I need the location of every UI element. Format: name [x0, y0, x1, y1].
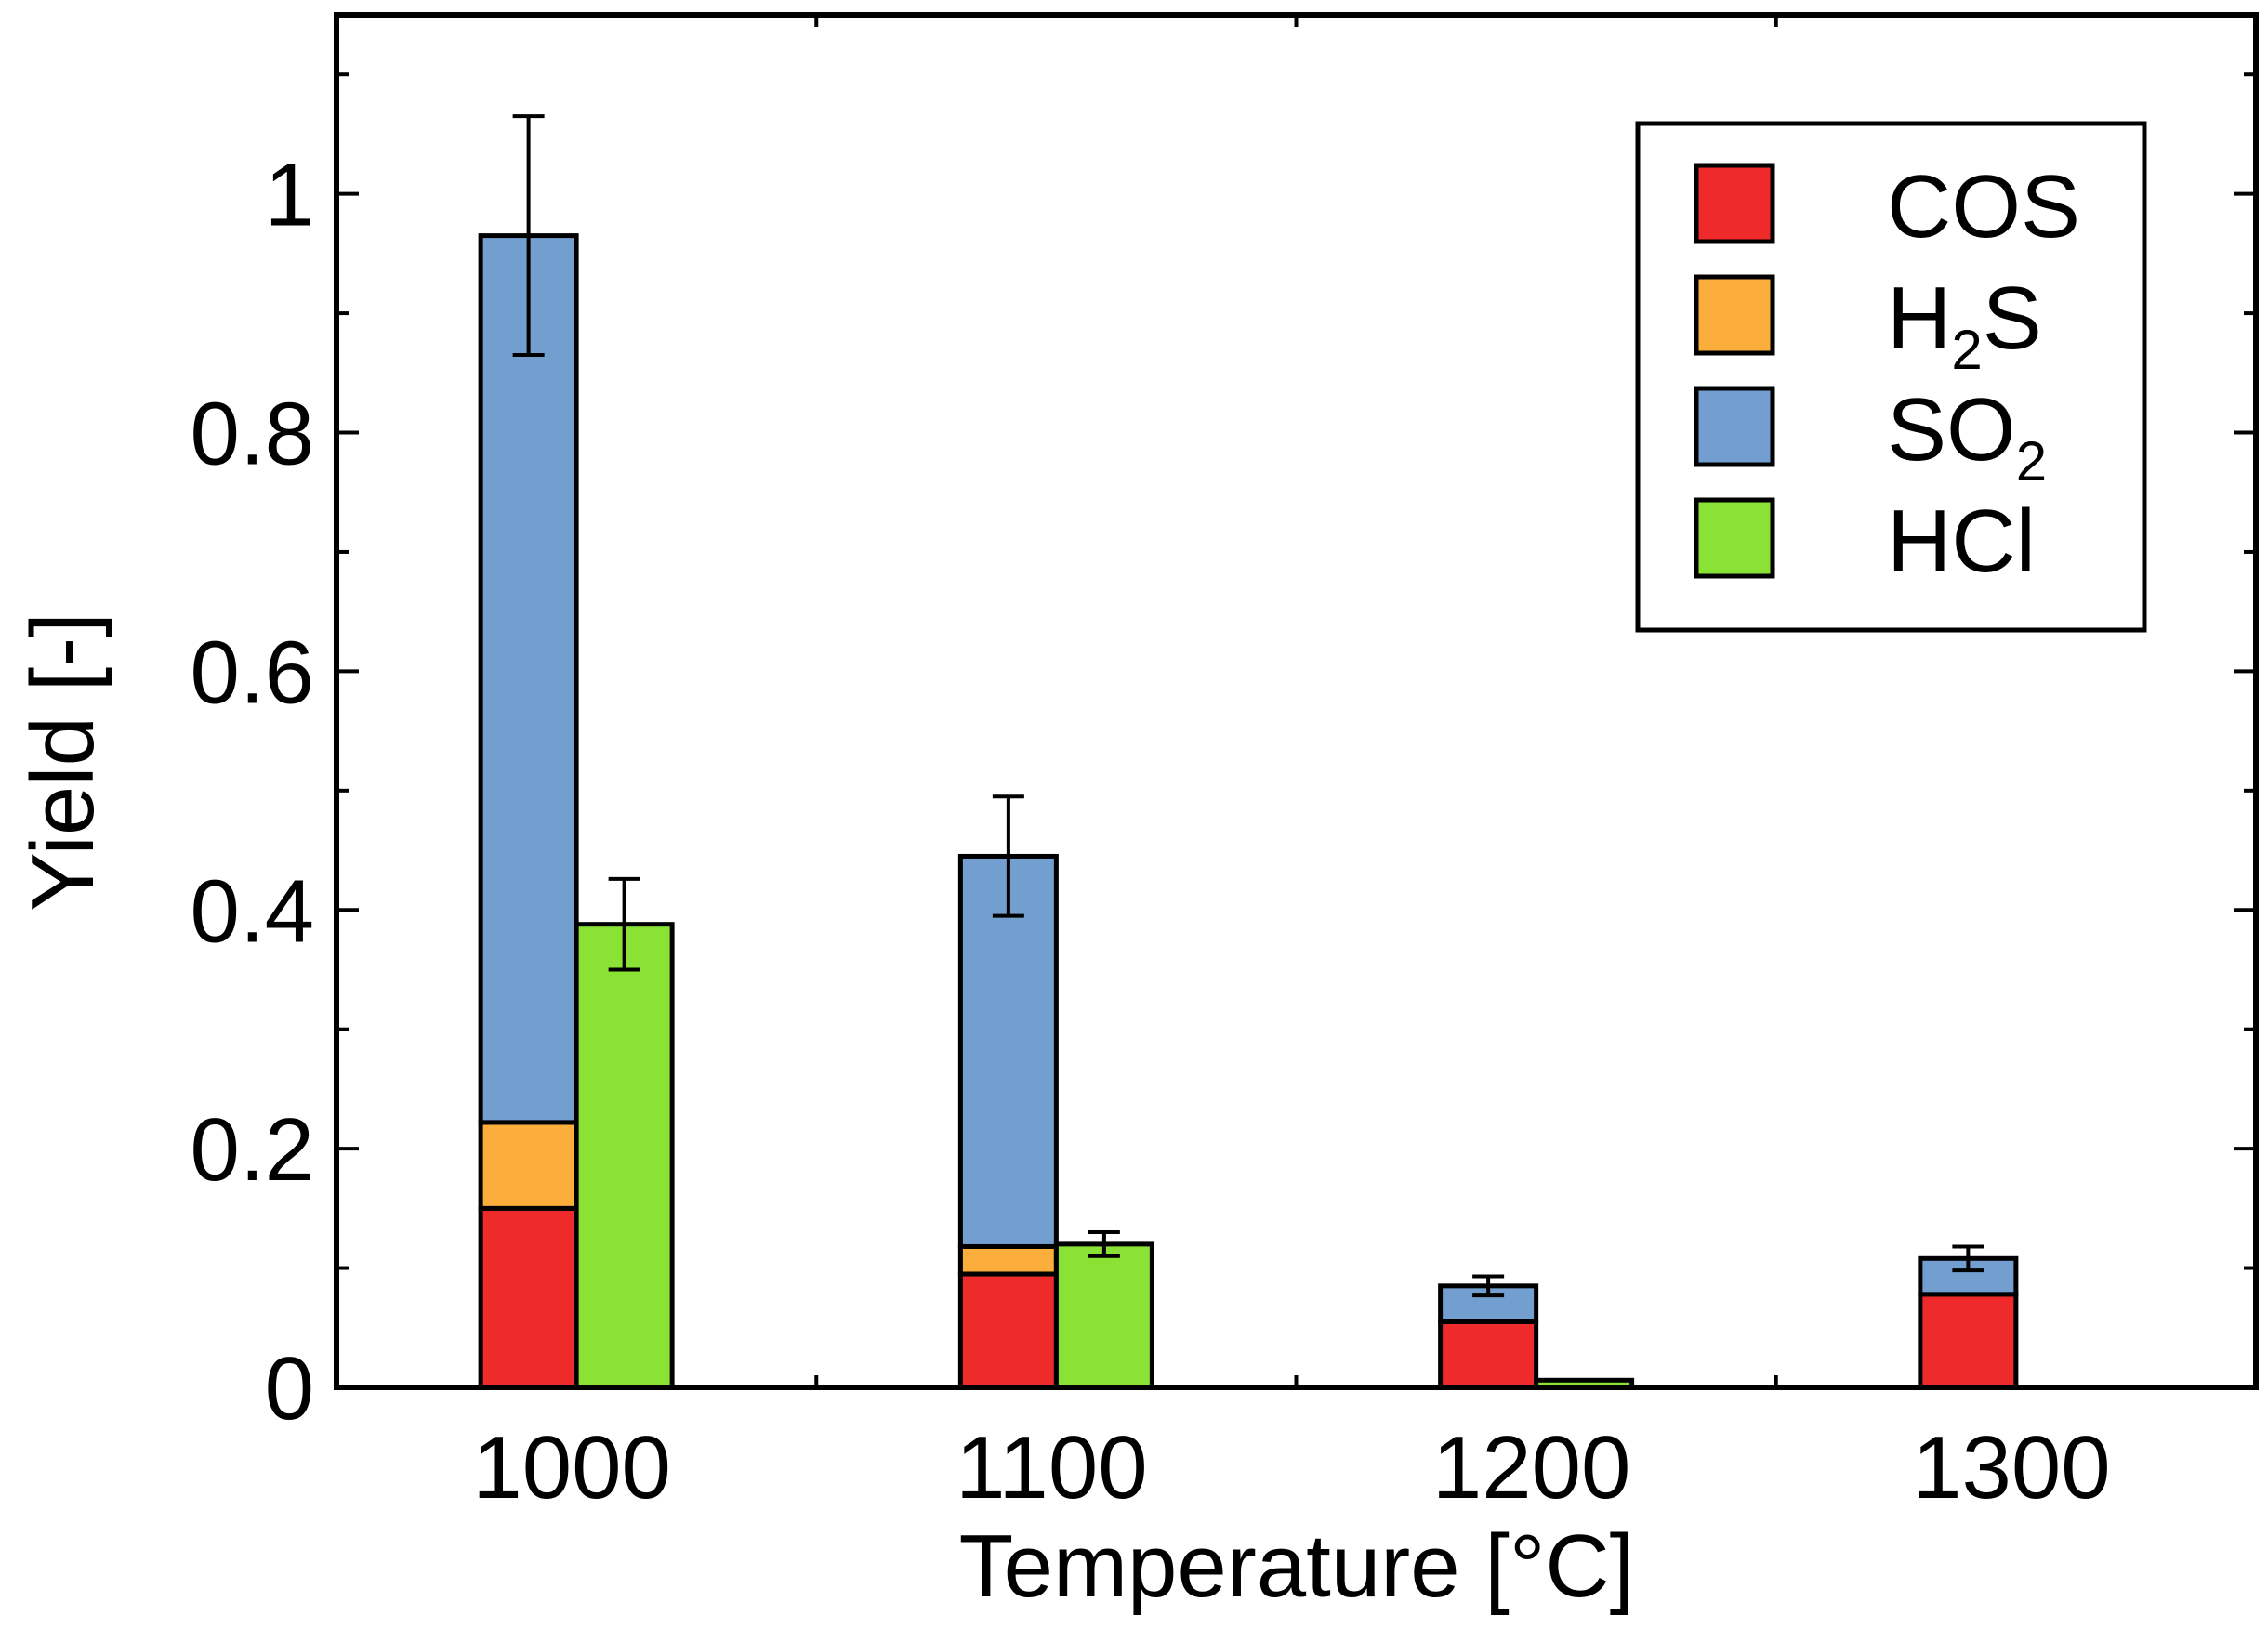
- bar-h2s-1100: [957, 1243, 1059, 1277]
- y-tick-label: 1: [265, 146, 314, 245]
- y-tick-label: 0: [265, 1339, 314, 1438]
- legend-label: SO2: [1887, 380, 2047, 492]
- legend-swatch: [1694, 386, 1775, 467]
- legend-item: H2S: [1694, 269, 2042, 381]
- y-tick-label: 0.6: [191, 623, 314, 722]
- legend-swatch: [1694, 497, 1775, 579]
- x-tick-labels: 1000 1100 1200 1300: [472, 1418, 2110, 1517]
- bar-cos-1000: [478, 1205, 579, 1390]
- legend-label: HCl: [1887, 492, 2036, 591]
- plot-frame: [334, 12, 2259, 1390]
- y-tick-label: 0.4: [191, 861, 314, 961]
- bar-hcl-1000: [574, 922, 675, 1390]
- error-bar-chlorine-1000: [608, 876, 640, 972]
- error-bar-sulfur-1200: [1472, 1274, 1505, 1298]
- x-axis-title: Temperature [°C]: [959, 1516, 1635, 1616]
- x-tick-label: 1200: [1432, 1418, 1631, 1517]
- legend-swatch: [1694, 163, 1775, 244]
- bar-cos-1200: [1438, 1319, 1539, 1390]
- y-tick-label: 0.8: [191, 385, 314, 484]
- x-tick-label: 1000: [472, 1418, 671, 1517]
- bar-so2-1000: [478, 233, 579, 1125]
- legend-swatch: [1694, 274, 1775, 356]
- error-bar-sulfur-1300: [1952, 1244, 1984, 1273]
- bar-hcl-1100: [1053, 1241, 1154, 1390]
- legend-item: COS: [1694, 157, 2080, 256]
- y-tick-label: 0.2: [191, 1100, 314, 1200]
- error-bar-chlorine-1100: [1088, 1230, 1120, 1258]
- legend-item: SO2: [1694, 380, 2047, 492]
- error-bar-sulfur-1100: [992, 794, 1024, 918]
- y-tick-labels: 0 0.2 0.4 0.6 0.8 1: [191, 146, 314, 1438]
- x-tick-label: 1100: [956, 1418, 1147, 1517]
- error-bar-sulfur-1000: [512, 114, 545, 358]
- legend-label: H2S: [1887, 269, 2042, 381]
- legend-label: COS: [1887, 157, 2080, 256]
- y-axis-title: Yield [-]: [13, 612, 112, 912]
- bar-so2-1100: [957, 853, 1059, 1249]
- x-tick-label: 1300: [1912, 1418, 2111, 1517]
- bar-h2s-1000: [478, 1120, 579, 1211]
- bar-cos-1300: [1918, 1292, 2019, 1390]
- legend-item: HCl: [1694, 492, 2036, 591]
- error-bars-layer: [512, 114, 1984, 1298]
- bar-cos-1100: [957, 1271, 1059, 1390]
